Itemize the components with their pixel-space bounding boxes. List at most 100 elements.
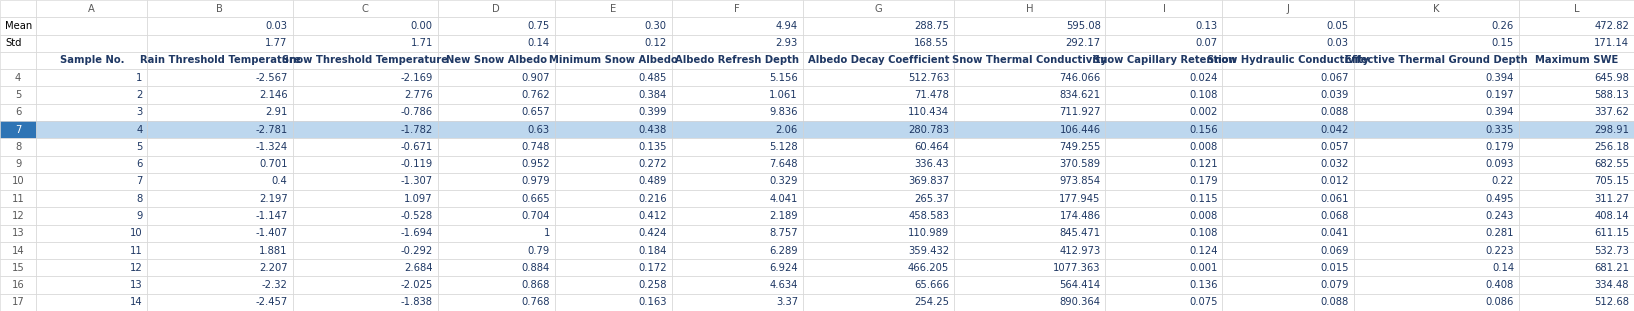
Bar (1222, 69, 1353, 86)
Bar (36, 35, 147, 52)
Text: 0.14: 0.14 (1492, 263, 1515, 273)
Bar (36, 69, 147, 86)
Bar (556, 190, 672, 207)
Bar (1222, 52, 1353, 69)
Bar (0, 35, 36, 52)
Text: 0.079: 0.079 (1320, 280, 1348, 290)
Text: 0.163: 0.163 (639, 297, 667, 307)
Text: 2: 2 (136, 90, 142, 100)
Bar (0, 52, 36, 69)
Text: 466.205: 466.205 (909, 263, 949, 273)
Text: J: J (1286, 4, 1289, 14)
Text: -2.781: -2.781 (255, 125, 288, 135)
Text: 298.91: 298.91 (1595, 125, 1629, 135)
Bar (1353, 69, 1520, 86)
Text: 6: 6 (15, 107, 21, 117)
Bar (556, 259, 672, 276)
Text: 0.4: 0.4 (271, 176, 288, 186)
Text: 1: 1 (544, 228, 551, 238)
Bar (1353, 138, 1520, 156)
Text: Sample No.: Sample No. (59, 55, 124, 66)
Text: 458.583: 458.583 (909, 211, 949, 221)
Text: 1.77: 1.77 (265, 38, 288, 48)
Bar (1520, 138, 1634, 156)
Bar (292, 294, 438, 311)
Text: 0.068: 0.068 (1320, 211, 1348, 221)
Bar (0, 86, 36, 104)
Text: 0.335: 0.335 (1485, 125, 1515, 135)
Bar (1353, 86, 1520, 104)
Text: 0.79: 0.79 (528, 245, 551, 256)
Text: -0.671: -0.671 (400, 142, 433, 152)
Bar (954, 52, 1106, 69)
Bar (1106, 156, 1222, 173)
Bar (1520, 276, 1634, 294)
Text: 0.172: 0.172 (639, 263, 667, 273)
Text: 0.184: 0.184 (639, 245, 667, 256)
Text: I: I (1162, 4, 1165, 14)
Text: 0.13: 0.13 (1196, 21, 1217, 31)
Bar (1222, 173, 1353, 190)
Text: 0.041: 0.041 (1320, 228, 1348, 238)
Text: K: K (1433, 4, 1440, 14)
Text: 174.486: 174.486 (1059, 211, 1101, 221)
Bar (147, 294, 292, 311)
Text: 0.00: 0.00 (410, 21, 433, 31)
Bar (954, 276, 1106, 294)
Text: 512.763: 512.763 (909, 73, 949, 83)
Text: -1.694: -1.694 (400, 228, 433, 238)
Bar (1353, 156, 1520, 173)
Bar (1353, 259, 1520, 276)
Text: 370.589: 370.589 (1059, 159, 1101, 169)
Bar (954, 294, 1106, 311)
Text: H: H (1026, 4, 1034, 14)
Bar (802, 17, 954, 35)
Text: 0.489: 0.489 (639, 176, 667, 186)
Bar (147, 138, 292, 156)
Text: 890.364: 890.364 (1059, 297, 1101, 307)
Bar (147, 121, 292, 138)
Text: 0.75: 0.75 (528, 21, 551, 31)
Text: 4.634: 4.634 (770, 280, 797, 290)
Text: 168.55: 168.55 (915, 38, 949, 48)
Bar (292, 207, 438, 225)
Bar (1106, 17, 1222, 35)
Bar (1106, 207, 1222, 225)
Bar (438, 104, 556, 121)
Bar (1106, 138, 1222, 156)
Text: 0.121: 0.121 (1190, 159, 1217, 169)
Bar (0, 121, 36, 138)
Bar (1520, 104, 1634, 121)
Text: 5: 5 (136, 142, 142, 152)
Bar (802, 173, 954, 190)
Text: 0.124: 0.124 (1190, 245, 1217, 256)
Bar (292, 225, 438, 242)
Text: Albedo Decay Coefficient: Albedo Decay Coefficient (807, 55, 949, 66)
Bar (0, 207, 36, 225)
Bar (1520, 294, 1634, 311)
Text: 0.485: 0.485 (639, 73, 667, 83)
Bar (1520, 35, 1634, 52)
Text: 973.854: 973.854 (1059, 176, 1101, 186)
Text: 0.002: 0.002 (1190, 107, 1217, 117)
Bar (1520, 242, 1634, 259)
Bar (802, 104, 954, 121)
Text: 14: 14 (129, 297, 142, 307)
Bar (556, 35, 672, 52)
Bar (36, 173, 147, 190)
Text: 9.836: 9.836 (770, 107, 797, 117)
Bar (1520, 156, 1634, 173)
Bar (292, 0, 438, 17)
Bar (292, 190, 438, 207)
Bar (802, 86, 954, 104)
Text: 0.088: 0.088 (1320, 297, 1348, 307)
Bar (438, 156, 556, 173)
Text: 0.63: 0.63 (528, 125, 551, 135)
Bar (1353, 225, 1520, 242)
Text: 2.197: 2.197 (258, 194, 288, 204)
Bar (1222, 86, 1353, 104)
Bar (1222, 156, 1353, 173)
Text: 0.884: 0.884 (521, 263, 551, 273)
Bar (36, 242, 147, 259)
Bar (438, 242, 556, 259)
